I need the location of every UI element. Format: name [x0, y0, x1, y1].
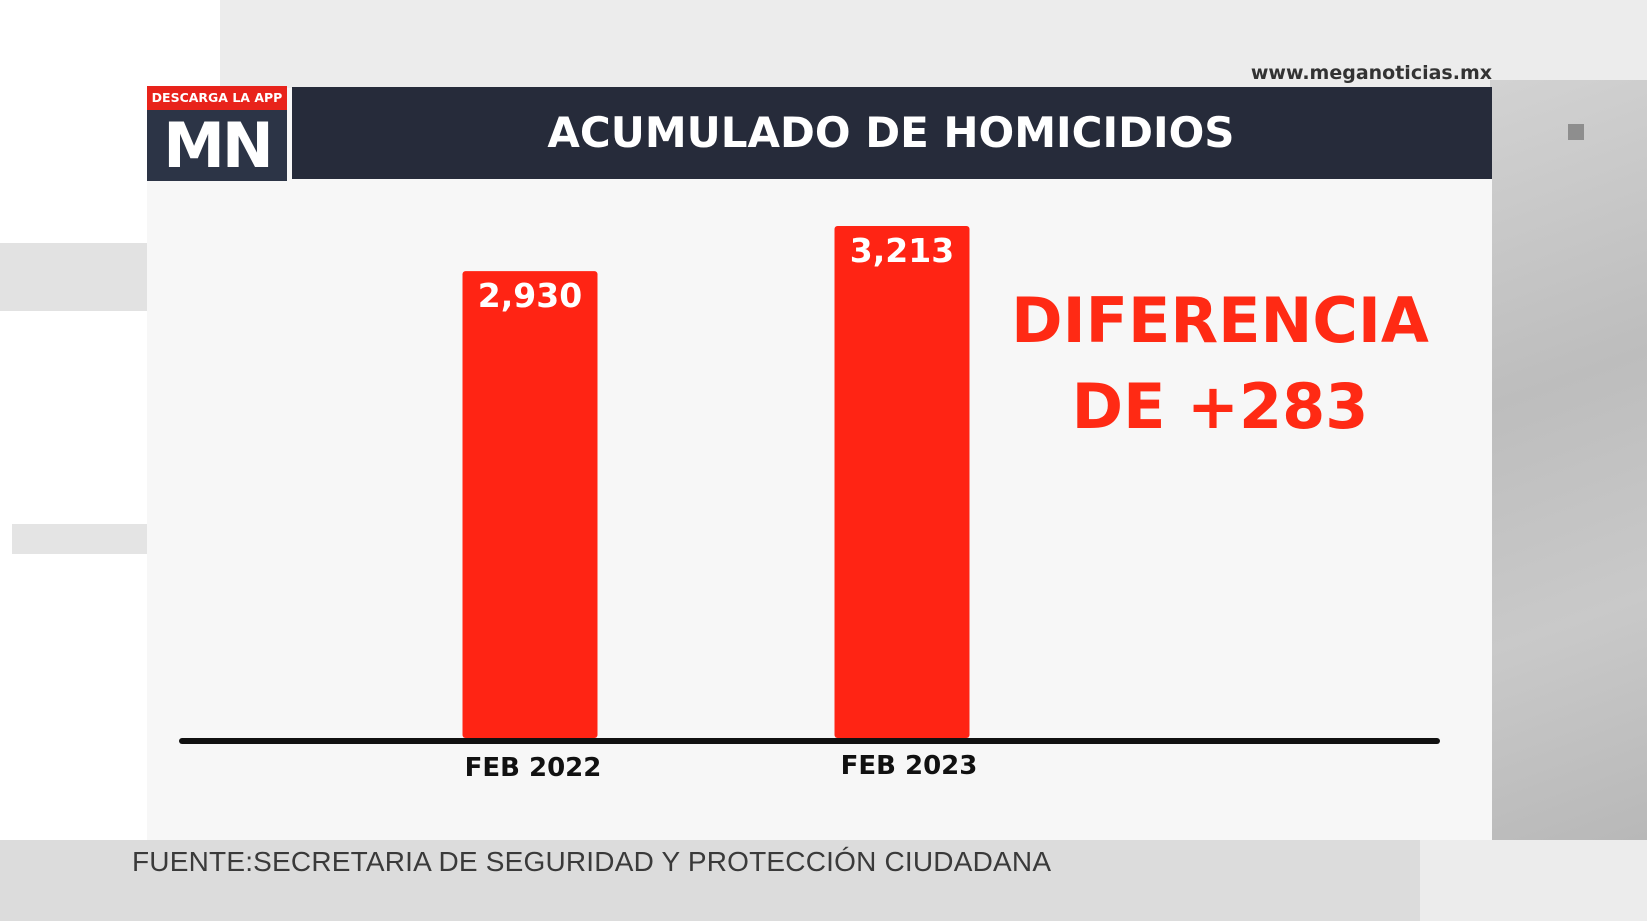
logo-brand: MN: [147, 110, 287, 181]
logo-tagline: DESCARGA LA APP: [147, 86, 287, 110]
footer-bar: [0, 840, 1420, 921]
background-map-texture: [1490, 80, 1647, 840]
x-tick-label: FEB 2022: [465, 753, 602, 783]
bar-value-label: 3,213: [850, 231, 954, 270]
difference-callout: DIFERENCIA DE +283: [990, 278, 1450, 450]
x-tick-label: FEB 2023: [841, 751, 978, 781]
difference-line-1: DIFERENCIA: [1011, 284, 1429, 357]
website-url: www.meganoticias.mx: [1250, 62, 1492, 84]
bar-2: [834, 226, 970, 738]
chart-panel: [147, 88, 1492, 840]
chart-title: ACUMULADO DE HOMICIDIOS: [547, 108, 1235, 157]
chart-title-bar: ACUMULADO DE HOMICIDIOS: [292, 87, 1492, 179]
meganoticias-logo[interactable]: DESCARGA LA APP MN: [147, 86, 287, 181]
labels-group: 2,930 FEB 2022 3,213 FEB 2023: [465, 231, 978, 783]
source-note: FUENTE:SECRETARIA DE SEGURIDAD Y PROTECC…: [132, 846, 1052, 877]
bars-group: [462, 226, 970, 738]
bar-1: [462, 271, 598, 738]
bar-value-label: 2,930: [478, 276, 582, 315]
background-map-marker: [1568, 124, 1584, 140]
difference-line-2: DE +283: [1071, 370, 1369, 443]
